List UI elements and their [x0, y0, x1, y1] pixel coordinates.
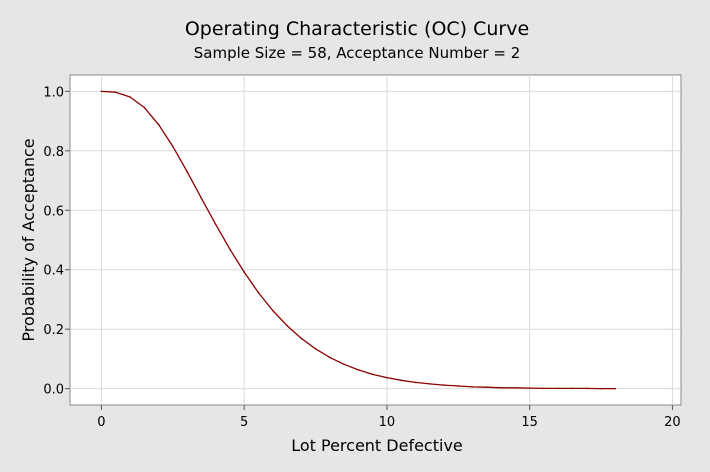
chart-title: Operating Characteristic (OC) Curve: [185, 18, 529, 40]
data-point: [514, 386, 517, 389]
x-axis-label: Lot Percent Defective: [291, 436, 463, 455]
y-tick-label: 0.6: [43, 204, 64, 219]
data-point: [143, 106, 146, 109]
plot-area: [69, 74, 682, 406]
chart-subtitle: Sample Size = 58, Acceptance Number = 2: [194, 44, 521, 62]
data-point: [257, 291, 260, 294]
data-point: [486, 386, 488, 388]
data-point: [614, 387, 617, 390]
data-point: [100, 90, 103, 93]
y-tick-label: 0.0: [43, 383, 64, 398]
data-point: [229, 248, 231, 251]
data-point: [371, 373, 374, 376]
y-tick-label: 1.0: [43, 85, 64, 100]
data-point: [186, 170, 188, 173]
data-point: [343, 363, 345, 366]
data-point: [386, 376, 388, 379]
data-point: [414, 381, 417, 384]
data-point: [500, 386, 502, 389]
y-axis-label: Probability of Acceptance: [19, 138, 38, 341]
data-point: [585, 387, 588, 390]
y-tick-label: 0.2: [43, 323, 64, 338]
data-point: [171, 145, 174, 148]
data-point: [543, 387, 545, 390]
series-layer: [100, 90, 617, 390]
data-point: [471, 386, 474, 388]
x-tick-label: 10: [379, 415, 396, 430]
data-point: [457, 385, 460, 387]
x-tick-label: 15: [521, 415, 538, 430]
data-point: [200, 197, 203, 199]
data-point: [243, 271, 245, 273]
x-tick-label: 20: [664, 415, 681, 430]
data-point: [400, 379, 402, 382]
data-point: [557, 387, 560, 390]
data-point: [271, 309, 274, 312]
gridlines: [70, 75, 681, 405]
axis-ticks: 0 5 10 15 20 0.0 0.2 0.4 0.6 0.8 1.0: [43, 85, 680, 430]
data-point: [157, 123, 160, 126]
data-point: [528, 387, 531, 389]
y-tick-label: 0.4: [43, 264, 64, 279]
data-point: [443, 384, 445, 386]
x-tick-label: 5: [240, 415, 248, 430]
data-point: [214, 223, 217, 226]
data-point: [286, 324, 288, 327]
data-point: [357, 369, 360, 371]
y-tick-label: 0.8: [43, 145, 64, 160]
data-point: [129, 96, 131, 98]
data-point: [428, 383, 431, 385]
data-point: [600, 387, 602, 390]
data-point: [314, 348, 317, 350]
data-point: [114, 91, 117, 94]
data-point: [571, 387, 574, 390]
data-point: [329, 356, 331, 359]
x-tick-label: 0: [97, 415, 105, 430]
data-point: [300, 337, 303, 340]
